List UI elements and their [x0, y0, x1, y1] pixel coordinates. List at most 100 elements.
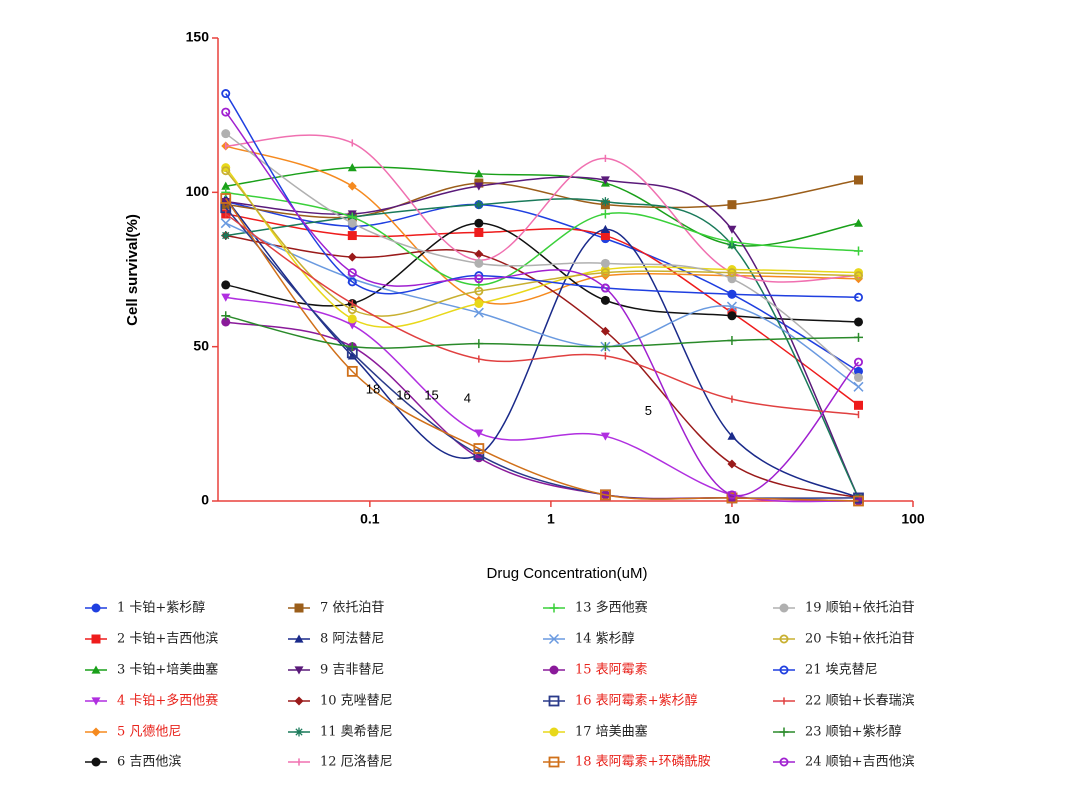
- marker-shape: [600, 342, 610, 352]
- marker: [600, 283, 610, 293]
- marker-shape: [220, 193, 232, 204]
- marker: [600, 224, 610, 233]
- marker: [600, 197, 610, 207]
- series-line: [225, 222, 859, 323]
- marker: [221, 129, 231, 139]
- marker: [91, 697, 101, 706]
- marker-shape: [221, 311, 231, 321]
- marker: [726, 301, 737, 312]
- marker: [549, 727, 559, 737]
- marker-shape: [853, 366, 863, 376]
- y-tick-label: 0: [201, 492, 209, 508]
- marker-shape: [474, 429, 484, 438]
- marker: [221, 317, 231, 327]
- legend-item: 14 紫杉醇: [543, 631, 635, 647]
- marker: [727, 311, 737, 321]
- marker: [474, 274, 484, 284]
- marker: [727, 237, 737, 247]
- marker: [600, 258, 610, 268]
- legend-item: 19 顺铂+依托泊苷: [773, 600, 915, 616]
- marker-shape: [853, 246, 863, 256]
- marker: [474, 227, 484, 237]
- marker-shape: [473, 449, 485, 461]
- marker-shape: [600, 176, 610, 185]
- legend-item: 24 顺铂+吉西他滨: [773, 754, 915, 770]
- series-line: [225, 222, 859, 388]
- marker: [853, 218, 863, 227]
- marker: [600, 209, 610, 219]
- legend-item: 9 吉非替尼: [288, 663, 384, 678]
- marker: [221, 197, 231, 207]
- marker: [726, 492, 738, 504]
- marker-shape: [347, 321, 357, 330]
- marker-shape: [474, 169, 484, 178]
- series-line: [225, 93, 859, 299]
- marker: [600, 342, 610, 352]
- legend-label: 19 顺铂+依托泊苷: [805, 600, 915, 616]
- legend-label: 17 培美曲塞: [575, 724, 648, 740]
- y-tick-label: 150: [186, 29, 210, 45]
- marker: [548, 756, 560, 768]
- series-line: [225, 213, 859, 406]
- marker-shape: [779, 603, 789, 613]
- marker: [727, 268, 737, 278]
- marker-shape: [221, 317, 231, 327]
- marker-shape: [220, 218, 231, 229]
- marker-shape: [221, 293, 231, 302]
- marker-shape: [727, 200, 737, 210]
- marker: [474, 182, 484, 191]
- marker-shape: [347, 268, 357, 278]
- legend-item: 18 表阿霉素+环磷酰胺: [543, 755, 711, 770]
- marker: [220, 218, 231, 229]
- marker-shape: [600, 197, 610, 207]
- legend-label: 16 表阿霉素+紫杉醇: [575, 693, 698, 709]
- marker-shape: [727, 237, 737, 247]
- legend-label: 4 卡铂+多西他赛: [117, 693, 218, 709]
- marker-shape: [91, 697, 101, 706]
- legend-item: 13 多西他赛: [543, 600, 648, 616]
- marker-shape: [853, 332, 863, 342]
- series-line: [225, 133, 859, 379]
- marker-shape: [853, 400, 863, 410]
- marker-shape: [294, 634, 304, 643]
- legend-item: 7 依托泊苷: [288, 601, 384, 616]
- marker-shape: [600, 209, 610, 219]
- legend-label: 7 依托泊苷: [320, 601, 384, 616]
- marker-shape: [727, 225, 737, 234]
- marker: [853, 381, 864, 392]
- legend-item: 15 表阿霉素: [543, 663, 648, 678]
- marker: [779, 727, 789, 737]
- legend-item: 17 培美曲塞: [543, 724, 648, 740]
- series-line: [225, 191, 859, 286]
- marker-shape: [474, 298, 484, 308]
- series-line: [225, 176, 860, 499]
- marker: [474, 200, 484, 210]
- legend-label: 11 奥希替尼: [320, 725, 393, 740]
- legend-item: 16 表阿霉素+紫杉醇: [543, 693, 698, 709]
- marker: [599, 489, 611, 501]
- legend-label: 2 卡铂+吉西他滨: [117, 631, 218, 647]
- marker: [221, 311, 231, 321]
- marker: [474, 169, 484, 178]
- marker: [779, 634, 789, 644]
- marker-shape: [600, 326, 610, 336]
- marker-shape: [474, 286, 484, 296]
- legend-item: 4 卡铂+多西他赛: [85, 693, 218, 709]
- marker-shape: [474, 227, 484, 237]
- marker-shape: [91, 757, 101, 767]
- marker-shape: [221, 181, 231, 190]
- legend-item: 10 克唑替尼: [288, 693, 393, 709]
- annotation: 15: [424, 387, 438, 402]
- legend-label: 3 卡铂+培美曲塞: [117, 662, 218, 678]
- marker-shape: [221, 166, 231, 176]
- legend-label: 12 厄洛替尼: [320, 755, 393, 770]
- marker: [294, 696, 304, 706]
- marker-shape: [474, 339, 484, 349]
- marker: [347, 314, 357, 324]
- marker: [853, 332, 863, 342]
- marker: [473, 443, 485, 454]
- marker-shape: [548, 633, 560, 645]
- legend-label: 8 阿法替尼: [320, 632, 384, 647]
- series-line: [225, 315, 859, 349]
- marker: [294, 666, 304, 675]
